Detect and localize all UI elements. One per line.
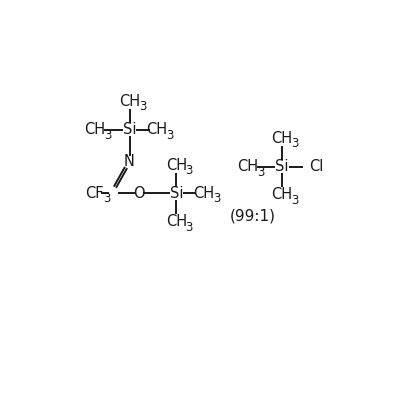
Text: CH: CH xyxy=(84,122,106,137)
Text: CH: CH xyxy=(166,158,187,172)
Text: O: O xyxy=(133,186,144,201)
Text: CH: CH xyxy=(272,188,292,202)
Text: N: N xyxy=(124,154,135,170)
Text: Si: Si xyxy=(275,159,289,174)
Text: 3: 3 xyxy=(186,221,193,234)
Text: CH: CH xyxy=(193,186,214,201)
Text: CH: CH xyxy=(146,122,167,137)
Text: 3: 3 xyxy=(291,137,299,150)
Text: 3: 3 xyxy=(213,192,220,206)
Text: Si: Si xyxy=(170,186,183,201)
Text: CH: CH xyxy=(119,94,140,109)
Text: CH: CH xyxy=(237,159,258,174)
Text: 3: 3 xyxy=(166,129,173,142)
Text: 3: 3 xyxy=(257,166,264,179)
Text: (99:1): (99:1) xyxy=(230,208,276,223)
Text: CH: CH xyxy=(272,131,292,146)
Text: CH: CH xyxy=(166,214,187,229)
Text: 3: 3 xyxy=(104,129,112,142)
Text: 3: 3 xyxy=(186,164,193,177)
Text: 3: 3 xyxy=(139,100,146,113)
Text: Cl: Cl xyxy=(309,159,324,174)
Text: 3: 3 xyxy=(103,192,110,206)
Text: 3: 3 xyxy=(291,194,299,207)
Text: Si: Si xyxy=(123,122,136,137)
Text: CF: CF xyxy=(85,186,104,201)
